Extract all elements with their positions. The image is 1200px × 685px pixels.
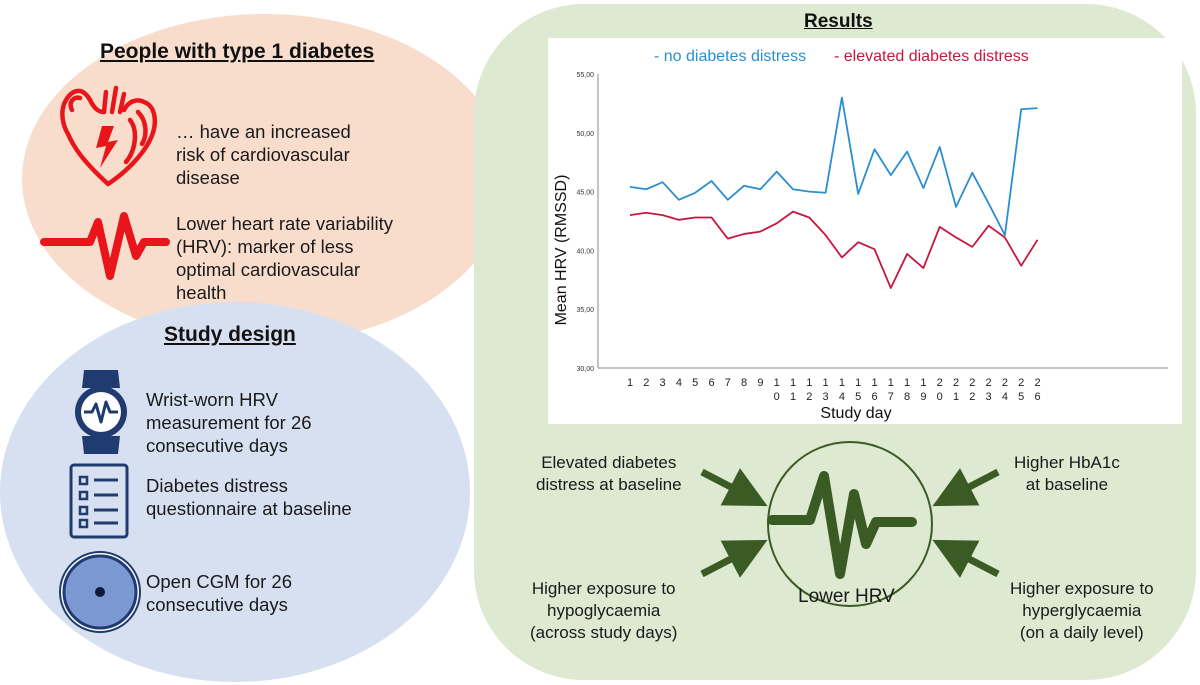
x-tick-label: 4 — [676, 377, 682, 389]
cgm-sensor-icon — [59, 551, 141, 633]
x-tick-label: 2 — [969, 391, 975, 403]
factor-hypoglycaemia: Higher exposure to hypoglycaemia (across… — [530, 579, 678, 642]
x-tick-label: 2 — [1034, 377, 1040, 389]
x-axis-label: Study day — [820, 405, 891, 422]
arrow-bottom-right — [932, 539, 1000, 578]
x-tick-label: 5 — [1018, 391, 1024, 403]
x-tick-label: 1 — [627, 377, 633, 389]
x-tick-label: 1 — [839, 377, 845, 389]
series-line-no-distress — [629, 96, 1038, 237]
x-tick-label: 9 — [920, 391, 926, 403]
x-tick-label: 1 — [790, 391, 796, 403]
factor-diabetes-distress: Elevated diabetes distress at baseline — [536, 453, 682, 494]
x-tick-label: 2 — [806, 391, 812, 403]
smartwatch-icon — [75, 370, 127, 454]
arrow-top-left — [700, 468, 768, 507]
x-tick-label: 7 — [725, 377, 731, 389]
x-tick-label: 5 — [692, 377, 698, 389]
x-tick-label: 1 — [790, 377, 796, 389]
results-title: Results — [804, 11, 873, 32]
design-item-cgm: Open CGM for 26 consecutive days — [146, 571, 293, 615]
x-tick-label: 3 — [660, 377, 666, 389]
x-tick-label: 2 — [986, 377, 992, 389]
y-tick-label: 30,00 — [576, 366, 594, 373]
x-tick-label: 2 — [969, 377, 975, 389]
x-tick-label: 3 — [986, 391, 992, 403]
x-tick-label: 1 — [823, 377, 829, 389]
people-title: People with type 1 diabetes — [100, 40, 375, 63]
x-tick-label: 6 — [1034, 391, 1040, 403]
x-tick-label: 6 — [708, 377, 714, 389]
people-item-hrv: Lower heart rate variability (HRV): mark… — [176, 213, 393, 303]
heartbeat-green-icon — [767, 471, 917, 579]
factors-diagram — [700, 441, 1000, 607]
x-tick-label: 2 — [1018, 377, 1024, 389]
x-tick-label: 1 — [953, 391, 959, 403]
legend-no-distress: - no diabetes distress — [654, 48, 806, 65]
x-tick-label: 1 — [855, 377, 861, 389]
study-design-title: Study design — [164, 323, 296, 346]
x-tick-label: 2 — [643, 377, 649, 389]
people-item-cvd-risk: … have an increased risk of cardiovascul… — [176, 121, 351, 188]
lower-hrv-label: Lower HRV — [798, 586, 895, 607]
y-tick-label: 35,00 — [576, 307, 594, 314]
x-tick-label: 0 — [774, 391, 780, 403]
y-tick-label: 40,00 — [576, 248, 594, 255]
y-tick-label: 55,00 — [576, 72, 594, 79]
x-tick-label: 1 — [806, 377, 812, 389]
heart-icon — [60, 85, 158, 187]
arrow-bottom-left — [700, 539, 768, 578]
x-tick-label: 2 — [937, 377, 943, 389]
x-tick-label: 1 — [871, 377, 877, 389]
x-tick-label: 1 — [904, 377, 910, 389]
x-tick-label: 8 — [904, 391, 910, 403]
x-tick-label: 5 — [855, 391, 861, 403]
hrv-chart-container: - no diabetes distress - elevated diabet… — [548, 38, 1182, 424]
hrv-line-chart: - no diabetes distress - elevated diabet… — [553, 48, 1168, 422]
x-tick-label: 3 — [823, 391, 829, 403]
x-tick-label: 0 — [937, 391, 943, 403]
design-item-hrv-measurement: Wrist-worn HRV measurement for 26 consec… — [146, 389, 312, 456]
x-tick-label: 1 — [774, 377, 780, 389]
y-axis-label: Mean HRV (RMSSD) — [553, 175, 570, 326]
x-tick-label: 6 — [871, 391, 877, 403]
arrow-top-right — [932, 468, 1000, 507]
x-tick-label: 2 — [1002, 377, 1008, 389]
legend-elevated-distress: - elevated diabetes distress — [834, 48, 1029, 65]
factor-hba1c: Higher HbA1c at baseline — [1014, 453, 1120, 494]
x-tick-label: 1 — [888, 377, 894, 389]
factor-hyperglycaemia: Higher exposure to hyperglycaemia (on a … — [1010, 579, 1154, 642]
x-tick-label: 4 — [839, 391, 845, 403]
checklist-icon — [69, 463, 129, 539]
x-tick-label: 9 — [757, 377, 763, 389]
series-line-elevated-distress — [629, 210, 1039, 289]
x-tick-label: 7 — [888, 391, 894, 403]
x-tick-label: 1 — [920, 377, 926, 389]
heartbeat-icon — [40, 212, 170, 280]
x-tick-label: 2 — [953, 377, 959, 389]
y-tick-label: 45,00 — [576, 190, 594, 197]
x-tick-label: 4 — [1002, 391, 1008, 403]
y-tick-label: 50,00 — [576, 131, 594, 138]
x-tick-label: 8 — [741, 377, 747, 389]
design-item-questionnaire: Diabetes distress questionnaire at basel… — [146, 475, 352, 519]
